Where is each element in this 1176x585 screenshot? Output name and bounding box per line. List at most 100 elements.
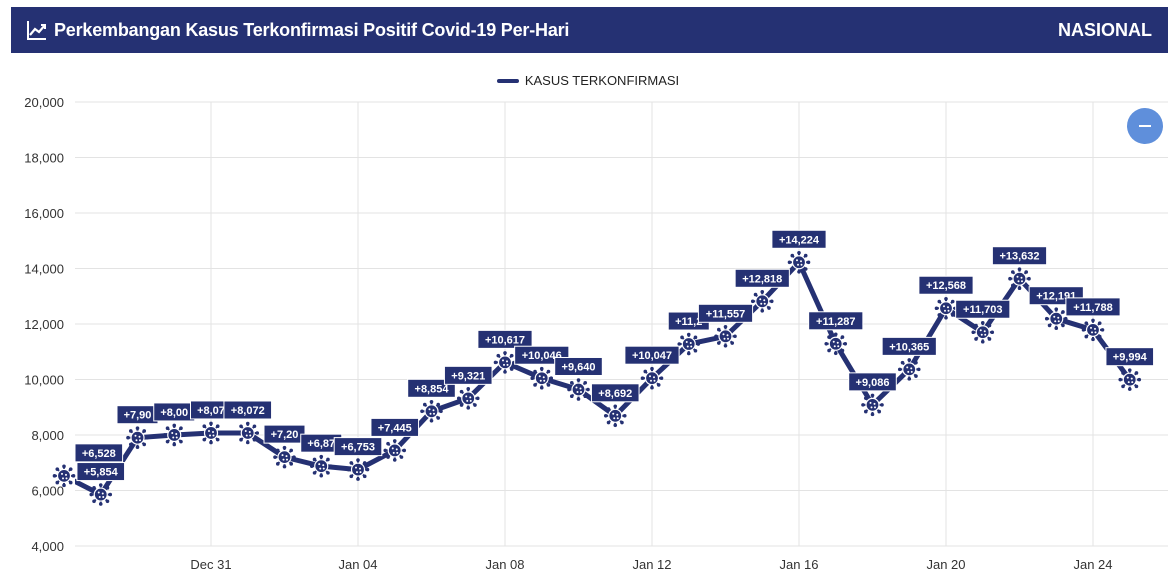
- data-label-box: [1105, 347, 1155, 367]
- data-label-box: [734, 268, 790, 288]
- virus-icon: [861, 393, 884, 417]
- data-label-box: [624, 345, 680, 365]
- data-label: +5,854: [84, 467, 119, 479]
- y-tick-label: 4,000: [31, 539, 64, 554]
- data-label: +11,788: [1073, 302, 1112, 314]
- virus-icon: [787, 250, 811, 274]
- data-label: +8,07: [197, 405, 225, 417]
- virus-icon: [897, 358, 921, 381]
- virus-icon: [640, 366, 664, 390]
- y-tick-label: 12,000: [24, 317, 64, 332]
- virus-icon: [309, 454, 333, 478]
- virus-icon: [567, 378, 590, 401]
- data-label-box: [477, 329, 533, 349]
- minus-icon: [1139, 125, 1151, 127]
- virus-icon: [714, 324, 737, 348]
- data-label: +8,00: [160, 407, 188, 419]
- virus-icon: [236, 421, 260, 445]
- data-label-box: [991, 246, 1048, 266]
- data-label-box: [848, 372, 897, 392]
- data-label: +6,528: [82, 448, 116, 460]
- virus-icon: [934, 296, 958, 320]
- x-tick-label: Jan 12: [632, 557, 671, 572]
- data-label: +9,640: [562, 361, 596, 373]
- series-line: [75, 259, 1132, 498]
- x-tick-label: Dec 31: [190, 557, 231, 572]
- y-tick-label: 6,000: [31, 484, 64, 499]
- data-label: +12,568: [926, 280, 966, 292]
- virus-icon: [52, 464, 76, 488]
- virus-icon: [1044, 307, 1068, 330]
- virus-icon: [750, 290, 774, 313]
- virus-icon: [346, 458, 370, 481]
- data-label: +6,87: [307, 438, 335, 450]
- data-label: +7,20: [271, 429, 299, 441]
- data-label-box: [1065, 297, 1121, 317]
- virus-icon: [824, 332, 848, 356]
- x-tick-label: Jan 08: [485, 557, 524, 572]
- x-tick-label: Jan 24: [1073, 557, 1112, 572]
- data-label: +8,854: [415, 383, 450, 395]
- y-tick-label: 16,000: [24, 206, 64, 221]
- chart-title: Perkembangan Kasus Terkonfirmasi Positif…: [54, 19, 570, 40]
- data-label: +9,321: [451, 370, 485, 382]
- trend-chart-icon: [26, 19, 48, 41]
- data-label: +12,818: [742, 273, 782, 285]
- virus-icon: [273, 445, 296, 469]
- data-label-box: [333, 437, 383, 457]
- data-label-box: [74, 443, 124, 463]
- data-label-box: [223, 400, 273, 420]
- virus-icon: [1081, 318, 1105, 342]
- data-label: +10,046: [522, 350, 562, 362]
- data-label: +7,90: [124, 410, 152, 422]
- virus-icon: [383, 439, 407, 462]
- chart-header: Perkembangan Kasus Terkonfirmasi Positif…: [11, 7, 1168, 53]
- virus-icon: [1008, 267, 1031, 291]
- virus-icon: [456, 387, 480, 410]
- data-label: +8,072: [231, 405, 265, 417]
- chart-legend[interactable]: KASUS TERKONFIRMASI: [0, 73, 1176, 88]
- virus-icon: [1118, 368, 1142, 391]
- x-tick-label: Jan 16: [779, 557, 818, 572]
- virus-icon: [126, 426, 149, 449]
- data-label-box: [697, 303, 754, 323]
- data-label-box: [881, 336, 937, 356]
- virus-icon: [603, 404, 627, 428]
- data-label-box: [443, 365, 493, 385]
- data-label: +8,692: [598, 388, 632, 400]
- x-tick-label: Jan 20: [926, 557, 965, 572]
- y-tick-label: 10,000: [24, 373, 64, 388]
- data-label: +11,2: [675, 316, 702, 328]
- data-label: +10,365: [889, 341, 929, 353]
- y-tick-label: 18,000: [24, 151, 64, 166]
- data-label-box: [407, 378, 456, 398]
- data-label-box: [76, 462, 126, 482]
- scope-label: NASIONAL: [1058, 19, 1152, 40]
- data-label-box: [590, 383, 640, 403]
- data-label: +6,753: [341, 442, 375, 454]
- legend-label: KASUS TERKONFIRMASI: [524, 73, 680, 88]
- data-label-box: [918, 275, 974, 295]
- data-label-box: [771, 229, 827, 249]
- data-label: +9,086: [856, 377, 890, 389]
- virus-icon: [420, 400, 443, 423]
- data-label-box: [955, 299, 1011, 319]
- y-tick-label: 20,000: [24, 95, 64, 110]
- data-label-box: [370, 417, 420, 437]
- data-label: +11,703: [963, 304, 1002, 316]
- data-label: +10,047: [632, 350, 672, 362]
- data-label: +11,287: [816, 316, 855, 328]
- data-label: +13,632: [999, 251, 1039, 263]
- virus-icon: [971, 320, 995, 344]
- data-label-box: [808, 311, 864, 331]
- data-label: +10,617: [485, 334, 525, 346]
- data-label: +14,224: [779, 234, 820, 246]
- virus-icon: [199, 421, 223, 445]
- data-label: +9,994: [1113, 352, 1148, 364]
- zoom-out-button[interactable]: [1127, 108, 1163, 144]
- data-label: +11,557: [706, 308, 745, 320]
- y-tick-label: 8,000: [31, 428, 64, 443]
- virus-icon: [530, 366, 554, 390]
- y-tick-label: 14,000: [24, 262, 64, 277]
